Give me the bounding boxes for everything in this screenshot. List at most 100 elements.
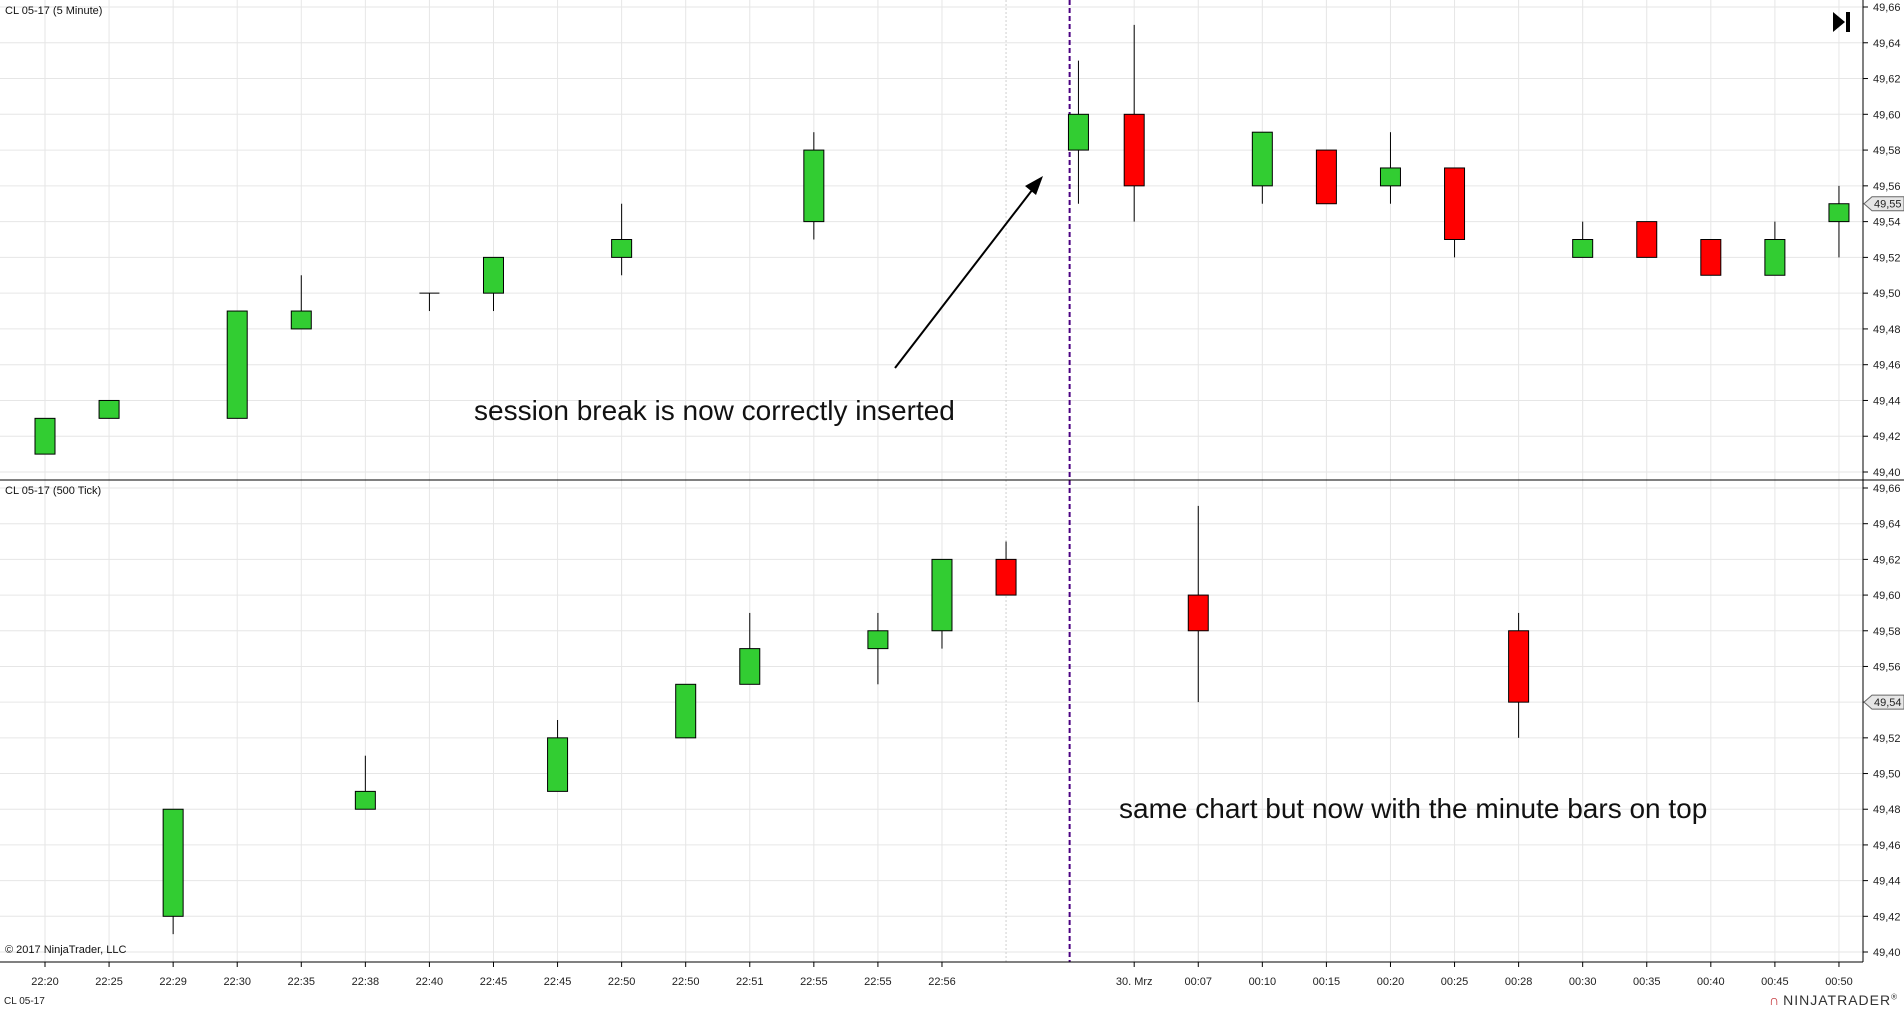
candle-body xyxy=(611,239,633,258)
candle-body xyxy=(354,790,376,810)
brand-logo: ∩ NINJATRADER® xyxy=(1769,992,1898,1008)
candlestick-bar xyxy=(354,755,376,810)
candle-body xyxy=(1636,221,1658,258)
y-tick-label: 49,56 xyxy=(1873,181,1901,193)
last-price-label: 49,54 xyxy=(1874,697,1902,709)
x-tick-label: 22:55 xyxy=(864,976,892,988)
candle-body xyxy=(1315,149,1337,205)
candlestick-bar xyxy=(1572,221,1594,258)
candle-body xyxy=(867,630,889,650)
candle-body xyxy=(1379,167,1401,187)
candle-body xyxy=(1828,203,1850,223)
y-tick-label: 49,64 xyxy=(1873,519,1901,531)
candle-body xyxy=(226,310,248,419)
x-tick-label: 22:51 xyxy=(736,976,764,988)
candlestick-bar xyxy=(1123,24,1145,222)
x-tick-label: 22:45 xyxy=(544,976,572,988)
candlestick-bar xyxy=(1067,60,1089,204)
candle-body xyxy=(290,310,312,330)
panel-title-5-minute: CL 05-17 (5 Minute) xyxy=(5,5,102,17)
candlesticks xyxy=(34,24,1850,935)
candlestick-bar xyxy=(611,203,633,276)
x-tick-label: 00:07 xyxy=(1184,976,1212,988)
panel-title-500-tick: CL 05-17 (500 Tick) xyxy=(5,485,101,497)
y-tick-label: 49,42 xyxy=(1873,431,1901,443)
annotations xyxy=(894,176,1043,369)
last-price-marker xyxy=(1863,196,1904,212)
annotation-session-break: session break is now correctly inserted xyxy=(474,395,955,426)
candle-body xyxy=(995,558,1017,596)
candlestick-bar xyxy=(482,256,504,312)
candle-body xyxy=(98,399,120,419)
candlestick-bar xyxy=(1764,221,1786,276)
x-tick-label: 00:15 xyxy=(1313,976,1341,988)
brand-registered-mark: ® xyxy=(1891,992,1898,1002)
y-tick-label: 49,46 xyxy=(1873,360,1901,372)
candlestick-bar xyxy=(1508,612,1530,738)
candlestick-bar xyxy=(98,399,120,419)
y-tick-label: 49,56 xyxy=(1873,661,1901,673)
candlestick-bar xyxy=(290,275,312,330)
y-tick-label: 49,50 xyxy=(1873,288,1901,300)
candle-body xyxy=(1067,113,1089,151)
y-tick-label: 49,64 xyxy=(1873,38,1901,50)
last-price-marker xyxy=(1863,694,1904,710)
footer-symbol: CL 05-17 xyxy=(4,996,45,1007)
candlestick-bar xyxy=(34,417,56,455)
candlestick-bar xyxy=(995,541,1017,596)
x-tick-label: 30. Mrz xyxy=(1116,976,1153,988)
x-tick-label: 22:55 xyxy=(800,976,828,988)
y-tick-label: 49,40 xyxy=(1873,467,1901,479)
x-tick-label: 00:25 xyxy=(1441,976,1469,988)
candlestick-bar xyxy=(803,132,825,240)
y-tick-label: 49,62 xyxy=(1873,554,1901,566)
candle-body xyxy=(1444,167,1466,240)
y-tick-label: 49,40 xyxy=(1873,947,1901,959)
candlestick-bar xyxy=(226,310,248,419)
candlestick-bar xyxy=(739,612,761,685)
x-tick-label: 22:56 xyxy=(928,976,956,988)
candlestick-bar xyxy=(1251,131,1273,204)
y-tick-label: 49,42 xyxy=(1873,911,1901,923)
x-tick-label: 00:45 xyxy=(1761,976,1789,988)
y-tick-label: 49,60 xyxy=(1873,590,1901,602)
candle-body xyxy=(1123,113,1145,187)
candle-body xyxy=(162,808,184,917)
x-tick-label: 00:50 xyxy=(1825,976,1853,988)
y-tick-label: 49,46 xyxy=(1873,840,1901,852)
candlestick-bar xyxy=(1379,132,1401,204)
x-tick-label: 22:35 xyxy=(288,976,316,988)
y-tick-label: 49,58 xyxy=(1873,145,1901,157)
candle-body xyxy=(931,558,953,632)
y-tick-label: 49,66 xyxy=(1873,2,1901,14)
x-tick-label: 22:30 xyxy=(223,976,251,988)
y-tick-label: 49,52 xyxy=(1873,733,1901,745)
candle-body xyxy=(1572,239,1594,258)
candle-body xyxy=(1700,239,1722,276)
ninjatrader-logo-icon: ∩ xyxy=(1769,992,1781,1008)
candlestick-bar xyxy=(162,808,184,935)
x-tick-label: 00:28 xyxy=(1505,976,1533,988)
y-tick-label: 49,62 xyxy=(1873,74,1901,86)
x-tick-label: 22:20 xyxy=(31,976,59,988)
annotation-minute-bars: same chart but now with the minute bars … xyxy=(1119,793,1707,824)
candle-body xyxy=(675,683,697,739)
x-tick-label: 00:20 xyxy=(1377,976,1405,988)
x-tick-label: 00:40 xyxy=(1697,976,1725,988)
y-tick-label: 49,52 xyxy=(1873,252,1901,264)
skip-to-end-icon[interactable] xyxy=(1831,10,1853,34)
candle-body xyxy=(1251,131,1273,187)
candlestick-bar xyxy=(1315,149,1337,205)
candlestick-bar xyxy=(1700,239,1722,276)
copyright-text: © 2017 NinjaTrader, LLC xyxy=(5,944,126,956)
candle-body xyxy=(1508,630,1530,703)
y-tick-label: 49,58 xyxy=(1873,626,1901,638)
y-tick-label: 49,48 xyxy=(1873,324,1901,336)
x-tick-label: 22:40 xyxy=(416,976,444,988)
candlestick-bar xyxy=(1444,167,1466,258)
y-tick-label: 49,54 xyxy=(1873,217,1901,229)
candle-body xyxy=(482,256,504,294)
candle-body xyxy=(739,648,761,685)
